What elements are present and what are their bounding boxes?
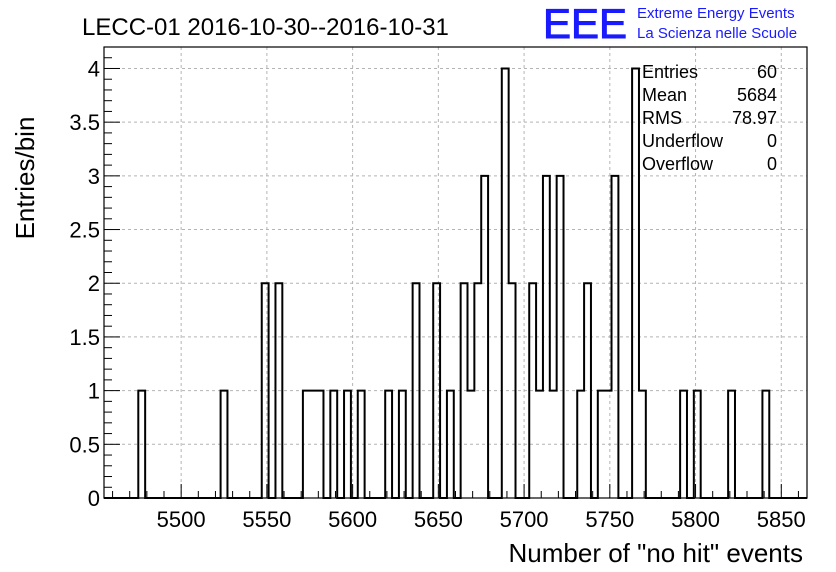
histogram-bin <box>639 391 646 498</box>
histogram-bin <box>358 391 365 498</box>
histogram-bin <box>577 391 584 498</box>
brand-line-1: Extreme Energy Events <box>637 5 795 22</box>
y-tick-label: 0 <box>88 486 100 511</box>
stat-mean-value: 5684 <box>737 85 777 105</box>
histogram-bin <box>694 391 701 498</box>
y-axis-label: Entries/bin <box>10 117 40 240</box>
histogram-bin <box>612 176 619 498</box>
x-axis-label: Number of "no hit" events <box>509 538 804 568</box>
histogram-bin <box>598 391 605 498</box>
histogram-bin <box>502 68 509 498</box>
chart-title: LECC-01 2016-10-30--2016-10-31 <box>82 14 449 41</box>
stats-box: Entries 60 Mean 5684 RMS 78.97 Underflow… <box>642 62 777 174</box>
histogram-bin <box>557 176 564 498</box>
x-tick-label: 5800 <box>671 507 720 532</box>
x-tick-label: 5850 <box>757 507 806 532</box>
x-tick-label: 5700 <box>500 507 549 532</box>
histogram-bin <box>413 283 420 498</box>
histogram-bin <box>303 391 310 498</box>
stat-underflow-label: Underflow <box>642 131 724 151</box>
y-tick-label: 3 <box>88 164 100 189</box>
histogram-bin <box>433 283 440 498</box>
histogram-bin <box>138 391 145 498</box>
histogram-bin <box>584 283 591 498</box>
y-tick-label: 2.5 <box>69 218 100 243</box>
histogram-bin <box>536 391 543 498</box>
y-tick-label: 3.5 <box>69 110 100 135</box>
histogram-bin <box>762 391 769 498</box>
x-tick-label: 5550 <box>242 507 291 532</box>
histogram-bin <box>529 283 536 498</box>
eee-logo: EEE Extreme Energy Events La Scienza nel… <box>543 0 798 48</box>
stat-rms-value: 78.97 <box>732 108 777 128</box>
stat-entries-label: Entries <box>642 62 698 82</box>
histogram-bin <box>461 283 468 498</box>
stat-underflow-value: 0 <box>767 131 777 151</box>
y-tick-label: 2 <box>88 271 100 296</box>
histogram-bin <box>344 391 351 498</box>
histogram-bin <box>509 283 516 498</box>
x-tick-label: 5750 <box>585 507 634 532</box>
histogram-bin <box>728 391 735 498</box>
stat-mean-label: Mean <box>642 85 687 105</box>
y-tick-label: 0.5 <box>69 432 100 457</box>
histogram-bin <box>543 176 550 498</box>
y-tick-label: 1.5 <box>69 325 100 350</box>
histogram-outline <box>104 67 807 499</box>
histogram-bin <box>481 176 488 498</box>
histogram-bin <box>262 283 269 498</box>
histogram-bin <box>468 391 475 498</box>
y-tick-label: 4 <box>88 56 100 81</box>
histogram-bin <box>385 391 392 498</box>
x-axis: 5500 5550 5600 5650 5700 5750 5800 5850 <box>112 484 806 532</box>
histogram-bin <box>330 391 337 498</box>
stat-overflow-label: Overflow <box>642 154 714 174</box>
y-axis: 0 0.5 1 1.5 2 2.5 3 3.5 4 <box>69 46 120 511</box>
histogram-bin <box>221 391 228 498</box>
stat-rms-label: RMS <box>642 108 682 128</box>
histogram-bin <box>447 391 454 498</box>
x-tick-label: 5500 <box>157 507 206 532</box>
histogram-bin <box>632 68 639 498</box>
stat-overflow-value: 0 <box>767 154 777 174</box>
histogram-bin <box>275 283 282 498</box>
histogram-bin <box>680 391 687 498</box>
histogram-bin <box>399 391 406 498</box>
eee-logo-mark: EEE <box>543 0 627 47</box>
brand-line-2: La Scienza nelle Scuole <box>637 25 797 42</box>
x-tick-label: 5650 <box>414 507 463 532</box>
y-tick-label: 1 <box>88 379 100 404</box>
x-tick-label: 5600 <box>328 507 377 532</box>
histogram-series <box>104 67 807 499</box>
stat-entries-value: 60 <box>757 62 777 82</box>
histogram-bin <box>550 391 557 498</box>
histogram-bin <box>474 283 481 498</box>
